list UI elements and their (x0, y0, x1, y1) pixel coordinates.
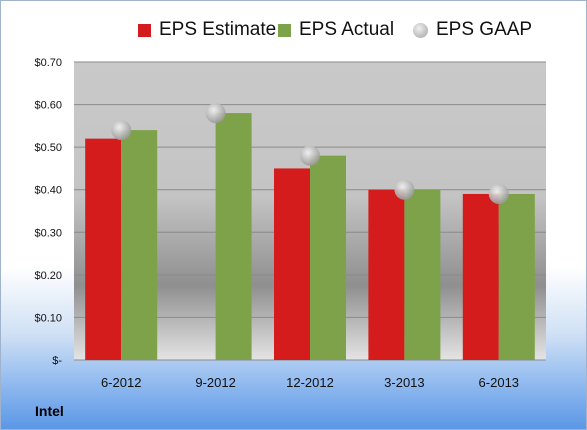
y-tick-label: $0.40 (34, 185, 62, 197)
point-eps-gaap (300, 145, 320, 166)
point-eps-gaap (205, 103, 226, 124)
x-tick-label: 6-2013 (479, 375, 519, 390)
y-tick-label: $0.10 (34, 312, 62, 324)
bar-eps-estimate (274, 168, 310, 360)
y-tick-label: $0.30 (34, 227, 62, 239)
bar-eps-actual (498, 193, 535, 360)
company-name: Intel (35, 403, 64, 419)
bar-eps-estimate (85, 138, 122, 360)
bar-eps-actual (121, 130, 158, 360)
x-tick-label: 12-2012 (286, 375, 334, 390)
legend-swatch-estimate (138, 23, 151, 37)
x-tick-label: 3-2013 (384, 375, 424, 390)
y-tick-label: $- (52, 355, 62, 367)
x-tick-label: 6-2012 (101, 375, 141, 390)
legend-label-estimate: EPS Estimate (159, 19, 277, 40)
y-tick-label: $0.20 (34, 270, 62, 282)
y-tick-label: $0.60 (34, 100, 62, 112)
bar-eps-actual (404, 189, 441, 360)
legend-swatch-gaap (413, 22, 428, 38)
legend-item-gaap: EPS GAAP (413, 15, 532, 45)
legend-item-estimate: EPS Estimate (138, 15, 276, 45)
point-eps-gaap (394, 179, 415, 200)
point-eps-gaap (111, 120, 132, 141)
legend-label-actual: EPS Actual (299, 19, 395, 40)
bar-eps-estimate (368, 189, 405, 360)
chart-legend: EPS Estimate EPS Actual EPS GAAP (1, 15, 587, 45)
legend-swatch-actual (278, 23, 291, 37)
bar-eps-actual (310, 155, 346, 360)
x-tick-label: 9-2012 (195, 375, 235, 390)
legend-label-gaap: EPS GAAP (436, 19, 533, 40)
bar-eps-actual (215, 113, 252, 360)
y-tick-label: $0.70 (34, 57, 62, 69)
point-eps-gaap (488, 183, 509, 204)
bar-eps-estimate (462, 193, 499, 360)
legend-item-actual: EPS Actual (278, 15, 394, 45)
y-tick-label: $0.50 (34, 142, 62, 154)
